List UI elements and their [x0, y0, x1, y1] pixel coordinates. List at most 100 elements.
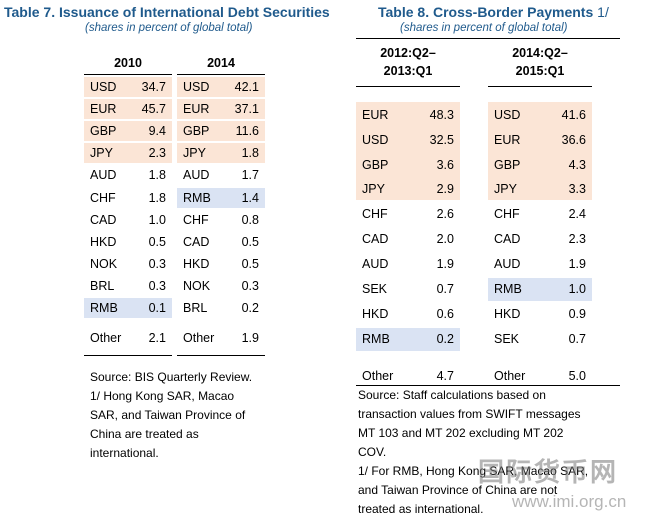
table-row: HKD 0.5	[84, 232, 172, 252]
currency-code: NOK	[183, 278, 211, 293]
currency-code: JPY	[183, 146, 206, 161]
currency-code: RMB	[494, 282, 522, 297]
share-value: 0.5	[241, 234, 259, 249]
currency-code: BRL	[90, 278, 115, 293]
table-row: Other 2.1	[84, 328, 172, 348]
share-value: 41.6	[561, 108, 586, 122]
table7-rule-bottom-2010	[84, 355, 172, 356]
share-value: 48.3	[429, 108, 454, 122]
share-value: 1.8	[148, 190, 166, 205]
share-value: 0.3	[148, 256, 166, 271]
header-line: 2012:Q2–	[380, 46, 436, 60]
currency-code: HKD	[90, 234, 117, 249]
table8-rule-top	[356, 38, 620, 39]
note-line: COV.	[358, 445, 387, 459]
share-value: 5.0	[568, 368, 586, 383]
share-value: 1.9	[241, 331, 259, 345]
note-line: international.	[90, 446, 159, 460]
currency-code: GBP	[90, 124, 117, 139]
currency-code: BRL	[183, 301, 208, 315]
share-value: 2.3	[148, 146, 166, 161]
table-row: EUR 48.3	[356, 102, 460, 128]
currency-code: CHF	[183, 212, 209, 227]
share-value: 0.3	[241, 278, 259, 293]
currency-code: SEK	[494, 332, 520, 347]
table-row: CAD 2.3	[488, 228, 592, 251]
share-value: 3.6	[436, 158, 454, 173]
share-value: 1.4	[241, 190, 259, 205]
table8-header-b: 2014:Q2– 2015:Q1	[488, 44, 592, 80]
currency-code: EUR	[362, 108, 389, 122]
table-row: RMB 0.2	[356, 327, 460, 351]
share-value: 2.3	[568, 232, 586, 246]
currency-code: AUD	[362, 257, 389, 272]
table-row: NOK 0.3	[177, 276, 265, 296]
currency-code: AUD	[183, 168, 210, 183]
share-value: 45.7	[141, 102, 166, 117]
table-row: JPY 2.9	[356, 177, 460, 201]
table-row: GBP 11.6	[177, 121, 265, 142]
header-line: 2013:Q1	[383, 64, 433, 78]
currency-code: JPY	[494, 181, 517, 196]
header-line: 2014:Q2–	[512, 46, 568, 60]
currency-code: CAD	[362, 232, 389, 246]
table-row: BRL 0.3	[84, 276, 172, 296]
table-row: CAD 1.0	[84, 210, 172, 230]
table-row: CHF 1.8	[84, 188, 172, 208]
table-row: HKD 0.9	[488, 303, 592, 326]
share-value: 1.8	[148, 168, 166, 183]
table-row: SEK 0.7	[356, 278, 460, 301]
currency-code: RMB	[183, 190, 211, 205]
currency-code: CHF	[494, 206, 520, 221]
share-value: 2.4	[568, 206, 586, 221]
currency-code: JPY	[90, 146, 113, 161]
table8-notes: Source: Staff calculations based on tran…	[358, 386, 588, 519]
table-row: Other 5.0	[488, 364, 592, 387]
table-row: Other 1.9	[177, 328, 265, 348]
share-value: 0.2	[436, 332, 454, 347]
note-line: Source: Staff calculations based on	[358, 388, 546, 402]
share-value: 1.8	[241, 146, 259, 161]
currency-code: HKD	[362, 307, 389, 322]
table-row: NOK 0.3	[84, 254, 172, 274]
currency-code: GBP	[494, 158, 521, 173]
currency-code: RMB	[362, 332, 390, 347]
note-line: China are treated as	[90, 427, 199, 441]
currency-code: CHF	[362, 206, 388, 221]
table-row: EUR 36.6	[488, 127, 592, 154]
table-row: CAD 0.5	[177, 232, 265, 252]
note-line: 1/ Hong Kong SAR, Macao	[90, 389, 235, 403]
note-line: MT 103 and MT 202 excluding MT 202	[358, 426, 564, 440]
currency-code: GBP	[183, 124, 210, 139]
table-row: JPY 1.8	[177, 143, 265, 164]
currency-code: CAD	[494, 232, 521, 246]
table8-subtitle: (shares in percent of global total)	[400, 22, 568, 34]
table8-title-footnote: 1/	[597, 4, 609, 20]
currency-code: SEK	[362, 282, 388, 297]
share-value: 0.9	[568, 307, 586, 322]
currency-code: EUR	[183, 102, 210, 117]
table-row: RMB 1.0	[488, 277, 592, 301]
share-value: 11.6	[235, 124, 259, 139]
share-value: 37.1	[234, 102, 259, 117]
share-value: 0.7	[568, 332, 586, 347]
note-line: and Taiwan Province of China are not	[358, 483, 558, 497]
share-value: 0.5	[148, 234, 166, 249]
table-row: GBP 4.3	[488, 152, 592, 179]
table-row: EUR 45.7	[84, 99, 172, 120]
currency-code: USD	[362, 133, 389, 148]
table8-header-a: 2012:Q2– 2013:Q1	[356, 44, 460, 80]
table-row: JPY 3.3	[488, 177, 592, 201]
table8-rule-a	[356, 86, 460, 87]
currency-code: CAD	[183, 234, 210, 249]
share-value: 0.6	[436, 307, 454, 322]
table-row: BRL 0.2	[177, 298, 265, 318]
share-value: 3.3	[568, 181, 586, 196]
table8-title-text: Table 8. Cross-Border Payments	[378, 4, 594, 20]
table-row: HKD 0.6	[356, 303, 460, 326]
share-value: 0.2	[241, 301, 259, 315]
note-line: Source: BIS Quarterly Review.	[90, 370, 253, 384]
table-row: GBP 9.4	[84, 121, 172, 142]
share-value: 32.5	[429, 133, 454, 148]
table-row: CAD 2.0	[356, 228, 460, 251]
